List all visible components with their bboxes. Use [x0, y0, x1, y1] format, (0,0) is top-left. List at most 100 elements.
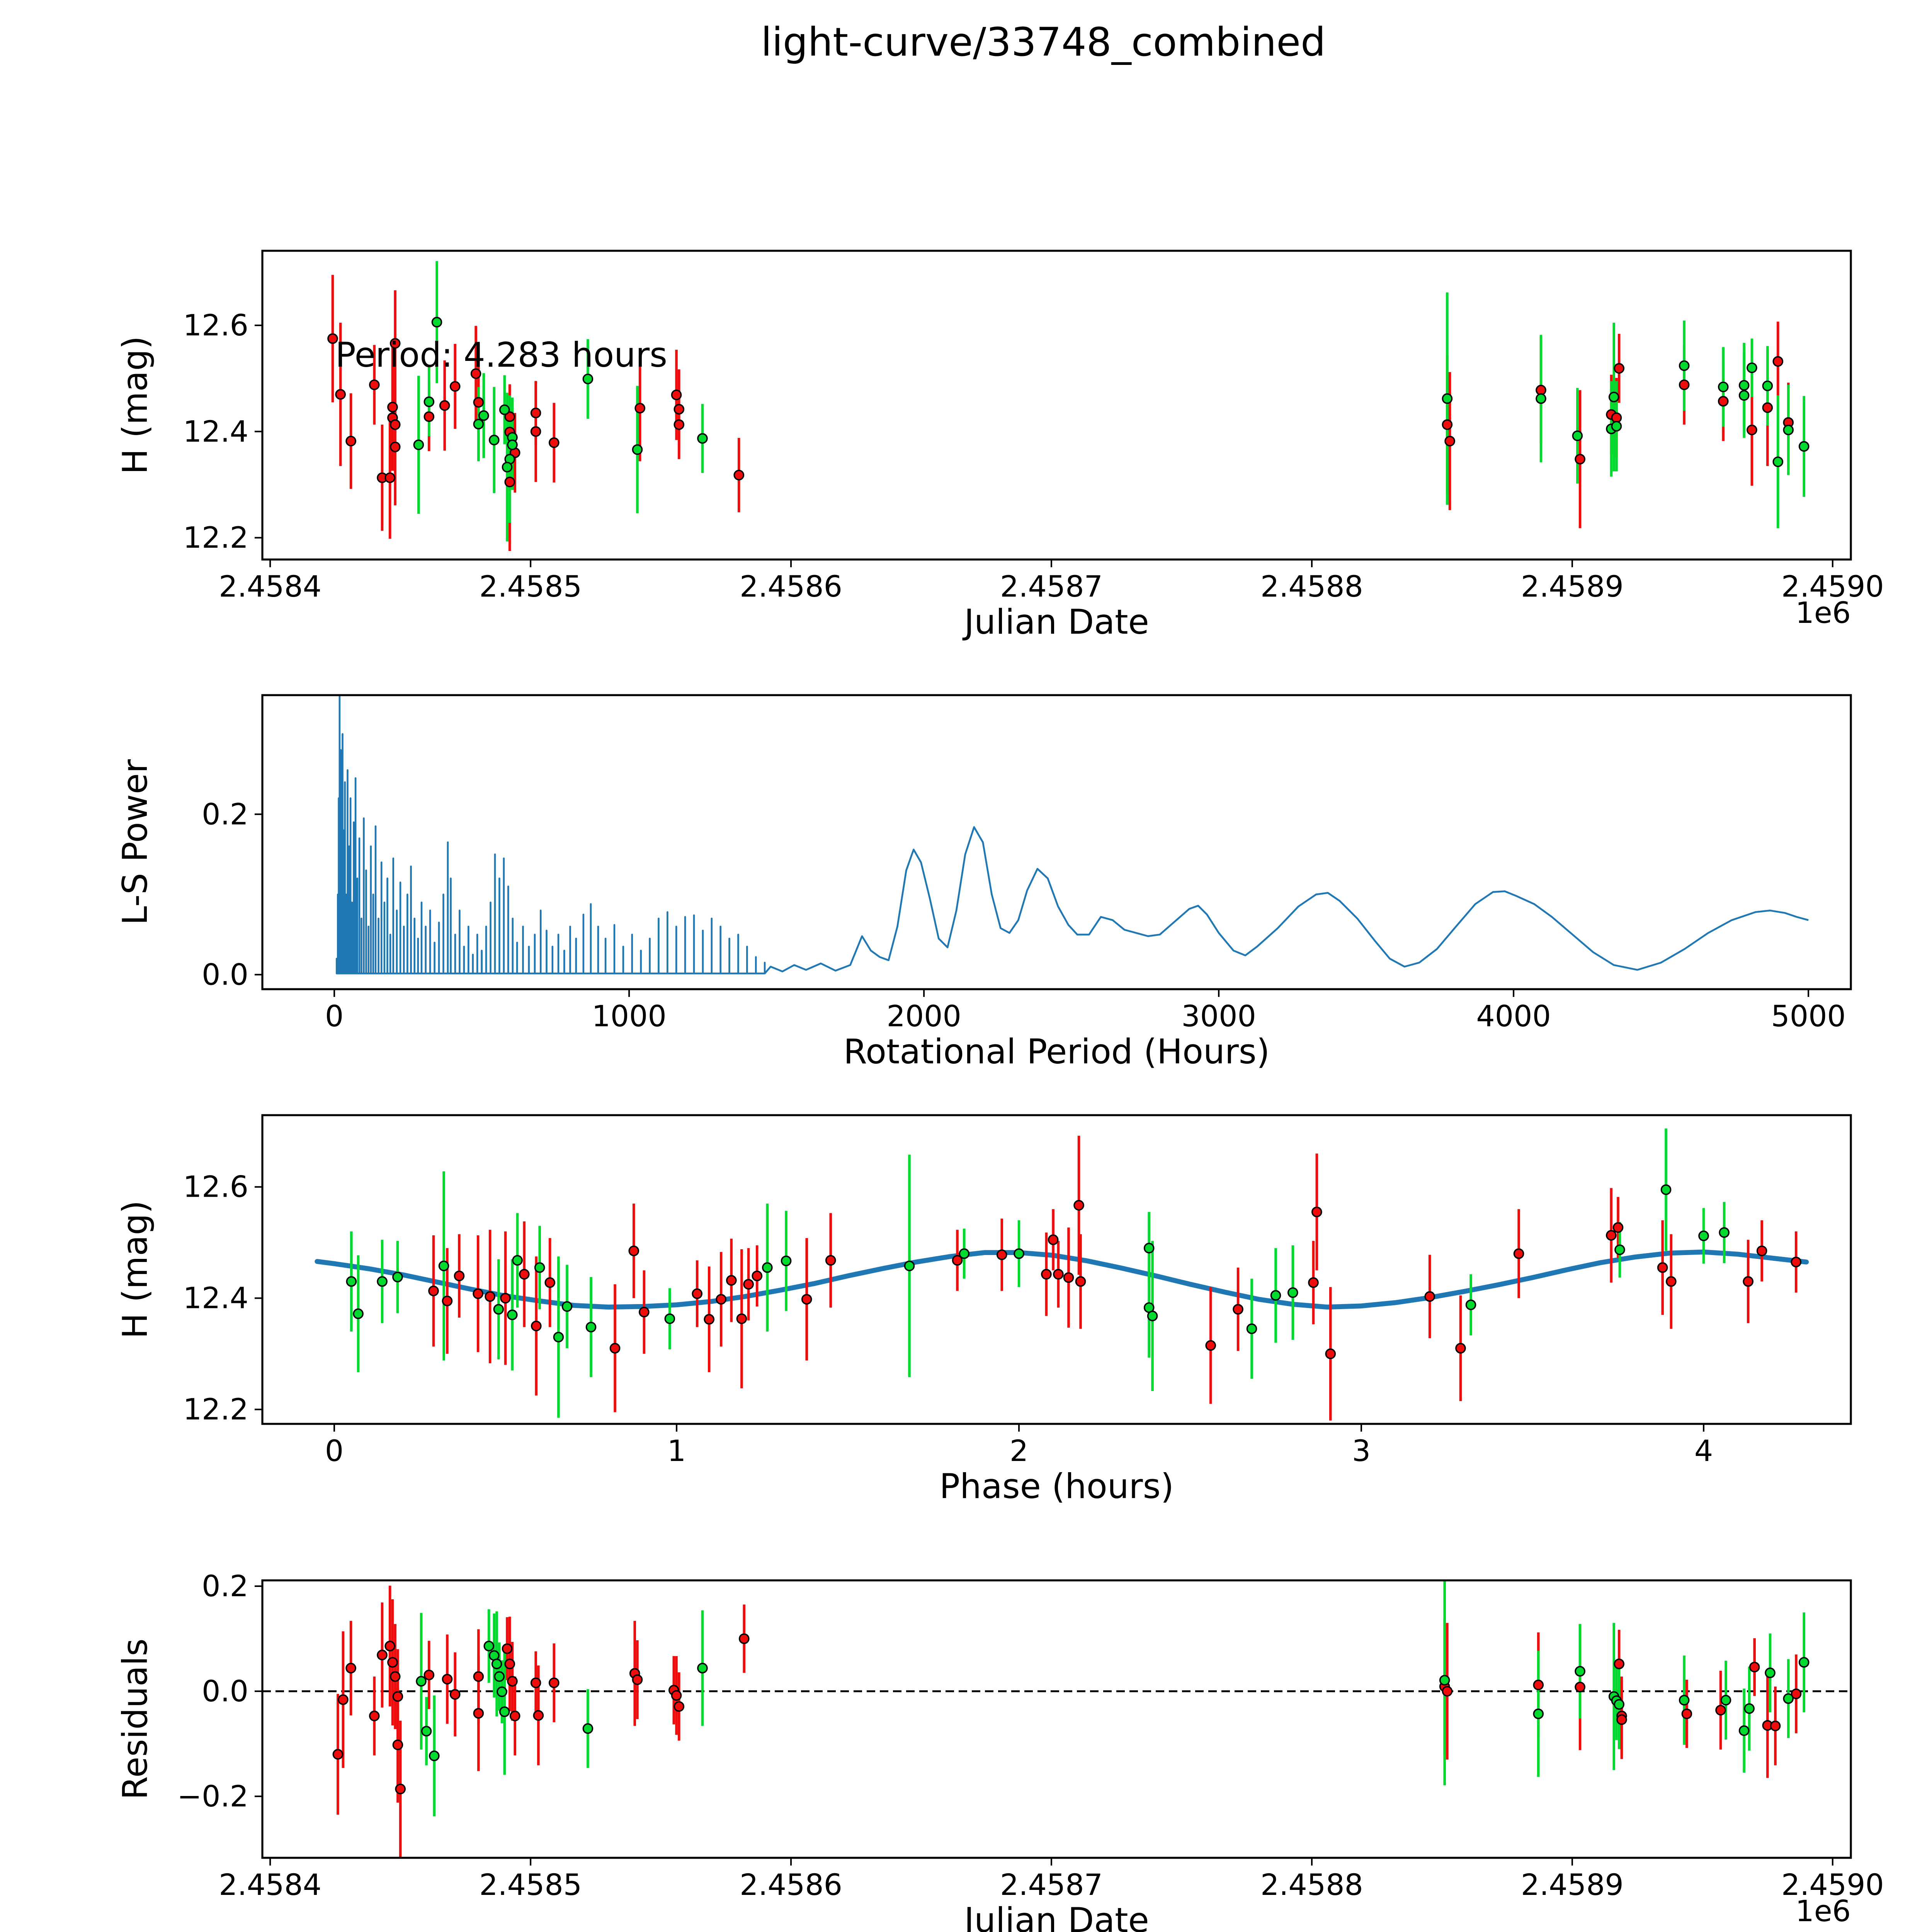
periodogram-ylabel: L-S Power	[115, 759, 155, 925]
phase-datapoint-red	[442, 1296, 453, 1306]
phase-datapoint-green	[664, 1313, 675, 1324]
residuals-datapoint-red	[504, 1658, 515, 1670]
lightcurve-xlabel: Julian Date	[962, 602, 1149, 642]
phase-datapoint-red	[1756, 1245, 1767, 1257]
lightcurve-datapoint-green	[431, 316, 442, 328]
residuals-datapoint-green	[582, 1723, 594, 1734]
phase-datapoint-red	[544, 1277, 556, 1288]
lightcurve-datapoint-green	[413, 439, 424, 450]
phase-datapoint-green	[377, 1276, 388, 1287]
phase-datapoint-red	[1073, 1200, 1084, 1211]
lightcurve-datapoint-green	[423, 396, 435, 407]
lightcurve-x-tick-label: 2.4589	[1521, 569, 1624, 604]
lightcurve-axes-frame	[261, 250, 1852, 561]
lightcurve-datapoint-red	[530, 407, 541, 418]
phase-datapoint-green	[353, 1308, 364, 1319]
residuals-datapoint-red	[509, 1711, 520, 1721]
phase-datapoint-red	[716, 1294, 727, 1305]
periodogram-x-tick-label: 2000	[886, 999, 961, 1033]
residuals-datapoint-green	[499, 1706, 510, 1717]
phase-datapoint-green	[553, 1332, 564, 1343]
lightcurve-datapoint-green	[1747, 362, 1757, 373]
residuals-datapoint-green	[1439, 1675, 1450, 1686]
phase-datapoint-red	[743, 1279, 754, 1290]
lightcurve-datapoint-green	[632, 444, 643, 455]
residuals-datapoint-red	[738, 1633, 750, 1644]
lightcurve-datapoint-red	[439, 400, 450, 411]
lightcurve-datapoint-red	[345, 435, 356, 447]
residuals-datapoint-green	[491, 1658, 502, 1670]
residuals-datapoint-green	[429, 1750, 440, 1761]
period-annotation: Period: 4.283 hours	[335, 335, 667, 375]
phase-x-tick-label: 3	[1352, 1434, 1371, 1468]
lightcurve-datapoint-green	[1442, 393, 1453, 404]
lightcurve-datapoint-red	[673, 419, 685, 430]
lightcurve-datapoint-green	[582, 373, 594, 384]
lightcurve-datapoint-green	[1738, 380, 1750, 391]
phase-datapoint-green	[1614, 1244, 1625, 1255]
residuals-datapoint-red	[473, 1708, 484, 1719]
residuals-datapoint-red	[1715, 1705, 1726, 1716]
phase-datapoint-red	[519, 1269, 530, 1280]
phase-datapoint-red	[1205, 1340, 1216, 1351]
phase-datapoint-red	[996, 1249, 1007, 1260]
phase-axes-frame	[261, 1114, 1852, 1425]
residuals-datapoint-red	[671, 1690, 682, 1701]
phase-datapoint-green	[438, 1260, 449, 1271]
residuals-datapoint-green	[1765, 1667, 1776, 1679]
lightcurve-x-tick-label: 2.4587	[1000, 569, 1103, 604]
residuals-datapoint-red	[395, 1784, 406, 1794]
lightcurve-datapoint-green	[1798, 441, 1810, 452]
periodogram-xlabel: Rotational Period (Hours)	[844, 1032, 1270, 1071]
phase-datapoint-red	[1606, 1230, 1617, 1241]
phase-datapoint-red	[454, 1270, 465, 1281]
residuals-datapoint-red	[1614, 1658, 1624, 1670]
phase-datapoint-green	[959, 1248, 970, 1259]
lightcurve-datapoint-green	[1738, 390, 1750, 401]
phase-datapoint-red	[639, 1306, 650, 1318]
residuals-datapoint-green	[697, 1663, 708, 1673]
residuals-ylabel: Residuals	[115, 1638, 155, 1799]
phase-datapoint-green	[493, 1304, 504, 1315]
lightcurve-datapoint-red	[327, 333, 338, 344]
phase-datapoint-green	[1246, 1323, 1257, 1334]
residuals-datapoint-green	[1798, 1657, 1810, 1668]
residuals-y-tick-label: 0.2	[202, 1569, 248, 1603]
residuals-datapoint-red	[1442, 1686, 1453, 1697]
phase-datapoint-red	[1666, 1276, 1677, 1287]
lightcurve-datapoint-red	[473, 397, 484, 408]
phase-datapoint-red	[801, 1294, 812, 1305]
phase-datapoint-green	[1270, 1290, 1281, 1301]
residuals-datapoint-red	[332, 1749, 344, 1760]
phase-x-tick-label: 0	[325, 1434, 344, 1468]
lightcurve-datapoint-green	[507, 439, 518, 450]
phase-datapoint-green	[1014, 1248, 1024, 1259]
lightcurve-datapoint-red	[634, 403, 646, 414]
residuals-datapoint-green	[1783, 1693, 1794, 1704]
lightcurve-y-tick-label: 12.6	[183, 308, 248, 342]
phase-datapoint-red	[1791, 1257, 1802, 1267]
lightcurve-datapoint-red	[1442, 419, 1453, 430]
lightcurve-datapoint-red	[389, 419, 401, 430]
lightcurve-datapoint-green	[1762, 380, 1773, 391]
residuals-y-tick-label: 0.0	[202, 1674, 248, 1708]
lightcurve-datapoint-green	[1783, 424, 1794, 435]
phase-datapoint-red	[1657, 1262, 1668, 1273]
lightcurve-datapoint-green	[1772, 456, 1784, 467]
lightcurve-datapoint-red	[1614, 363, 1624, 374]
periodogram-x-tick-label: 3000	[1181, 999, 1256, 1033]
residuals-datapoint-red	[392, 1739, 403, 1750]
lightcurve-datapoint-red	[335, 389, 346, 400]
lightcurve-y-tick-label: 12.4	[183, 414, 248, 449]
panel-residuals: 2.4584 2.4585 2.4586 2.4587 2.4588 2.4589 2.45…	[115, 1569, 1884, 1932]
residuals-datapoint-red	[673, 1701, 685, 1712]
lightcurve-datapoint-red	[423, 411, 435, 422]
phase-datapoint-red	[628, 1245, 639, 1257]
phase-datapoint-red	[1308, 1277, 1319, 1288]
panel-phase: 0 1 2 3 4 12.2 12.4 12.6 Phase (hours) H (mag)	[115, 1114, 1852, 1506]
residuals-x-tick-label: 2.4586	[740, 1867, 842, 1902]
lightcurve-datapoint-green	[478, 410, 489, 421]
phase-datapoint-green	[507, 1310, 518, 1320]
lightcurve-datapoint-red	[470, 368, 481, 379]
